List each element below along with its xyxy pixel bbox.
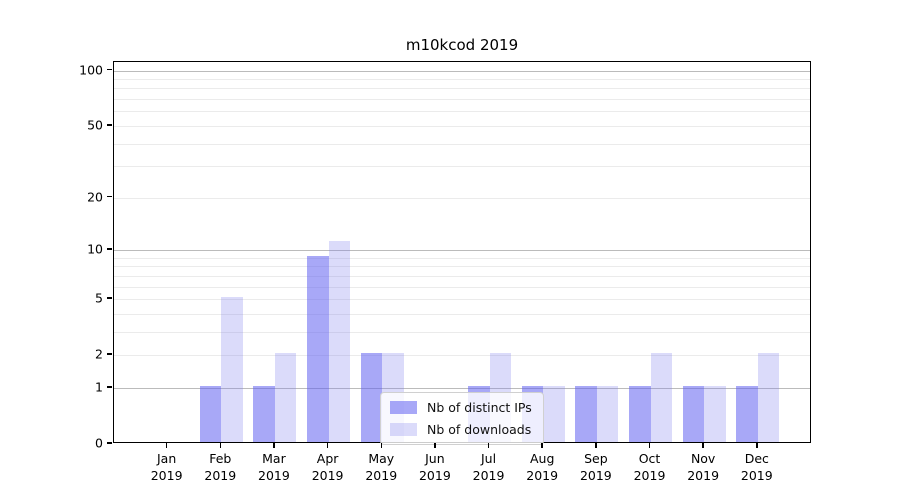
x-tick-aug-2019 [541, 443, 543, 448]
x-tick-label-jul-2019: Jul 2019 [472, 451, 505, 483]
y-tick-label-10: 10 [87, 241, 103, 257]
bar-distinct-ips-mar-2019 [253, 385, 275, 442]
gridline-minor-3 [114, 331, 810, 333]
chart-title: m10kcod 2019 [405, 36, 519, 54]
bar-downloads-feb-2019 [221, 297, 243, 442]
gridline-major-1 [114, 387, 810, 389]
x-tick-apr-2019 [326, 443, 329, 448]
gridline-minor-8 [114, 266, 810, 268]
gridline-minor-70 [114, 99, 810, 101]
y-tick-50 [107, 124, 112, 126]
x-tick-label-sep-2019: Sep 2019 [579, 451, 612, 483]
bar-downloads-mar-2019 [274, 353, 297, 442]
y-tick-100 [107, 68, 112, 71]
x-tick-jan-2019 [165, 443, 168, 448]
x-tick-oct-2019 [648, 443, 651, 448]
legend-swatch-downloads [390, 423, 417, 436]
bar-distinct-ips-dec-2019 [736, 385, 758, 442]
gridline-minor-9 [114, 257, 810, 259]
gridline-minor-50 [114, 125, 810, 127]
x-tick-jul-2019 [487, 443, 490, 448]
bar-downloads-sep-2019 [596, 385, 619, 442]
legend-row-distinct-ips: Nb of distinct IPs [390, 400, 532, 415]
y-tick-label-50: 50 [87, 117, 103, 133]
x-tick-dec-2019 [756, 443, 758, 448]
gridline-minor-5 [114, 299, 810, 301]
y-tick-10 [107, 248, 112, 250]
gridline-minor-80 [114, 88, 810, 90]
y-tick-label-2: 2 [95, 346, 103, 362]
bar-downloads-aug-2019 [543, 385, 565, 442]
gridline-minor-20 [114, 197, 810, 199]
gridline-major-10 [114, 249, 810, 251]
bar-distinct-ips-feb-2019 [199, 385, 222, 442]
x-tick-label-may-2019: May 2019 [365, 451, 398, 483]
x-tick-label-apr-2019: Apr 2019 [311, 451, 344, 483]
x-tick-label-jan-2019: Jan 2019 [150, 451, 183, 483]
x-tick-may-2019 [380, 443, 382, 448]
legend-label-downloads: Nb of downloads [427, 422, 532, 437]
y-tick-label-20: 20 [87, 189, 103, 205]
plot-area: Nb of distinct IPs Nb of downloads [113, 61, 811, 445]
y-tick-5 [107, 297, 112, 299]
y-tick-label-0: 0 [95, 435, 103, 451]
bar-downloads-dec-2019 [757, 353, 780, 442]
bar-downloads-oct-2019 [650, 353, 672, 442]
x-tick-label-feb-2019: Feb 2019 [204, 451, 237, 483]
x-tick-label-nov-2019: Nov 2019 [687, 451, 720, 483]
gridline-minor-90 [114, 79, 810, 81]
bar-distinct-ips-may-2019 [360, 353, 383, 442]
legend-swatch-distinct-ips [390, 401, 417, 414]
y-tick-0 [107, 442, 112, 444]
legend: Nb of distinct IPs Nb of downloads [380, 392, 544, 445]
y-tick-label-5: 5 [95, 290, 103, 306]
gridline-major-100 [114, 70, 810, 72]
x-tick-label-dec-2019: Dec 2019 [740, 451, 773, 483]
y-tick-label-100: 100 [79, 62, 103, 78]
bar-downloads-nov-2019 [704, 385, 726, 442]
y-tick-2 [107, 353, 112, 355]
bar-distinct-ips-nov-2019 [682, 385, 705, 442]
gridline-minor-2 [114, 355, 810, 357]
legend-label-distinct-ips: Nb of distinct IPs [427, 400, 532, 415]
bar-distinct-ips-apr-2019 [307, 255, 329, 442]
x-tick-label-jun-2019: Jun 2019 [418, 451, 451, 483]
bar-distinct-ips-oct-2019 [629, 385, 651, 442]
bar-downloads-apr-2019 [328, 240, 351, 442]
x-tick-label-aug-2019: Aug 2019 [526, 451, 559, 483]
gridline-minor-60 [114, 111, 810, 113]
x-tick-nov-2019 [702, 443, 704, 448]
x-tick-jun-2019 [434, 443, 436, 448]
y-tick-label-1: 1 [95, 379, 103, 395]
bar-distinct-ips-sep-2019 [575, 385, 597, 442]
x-tick-label-oct-2019: Oct 2019 [633, 451, 666, 483]
x-tick-feb-2019 [219, 443, 222, 448]
x-tick-mar-2019 [273, 443, 275, 448]
gridline-minor-7 [114, 275, 810, 277]
legend-row-downloads: Nb of downloads [390, 422, 532, 437]
x-tick-label-mar-2019: Mar 2019 [258, 451, 290, 483]
gridline-minor-4 [114, 313, 810, 315]
gridline-minor-40 [114, 143, 810, 145]
y-tick-1 [107, 386, 112, 388]
x-tick-sep-2019 [595, 443, 597, 448]
y-tick-20 [107, 195, 112, 198]
gridline-minor-30 [114, 166, 810, 168]
gridline-minor-6 [114, 286, 810, 288]
